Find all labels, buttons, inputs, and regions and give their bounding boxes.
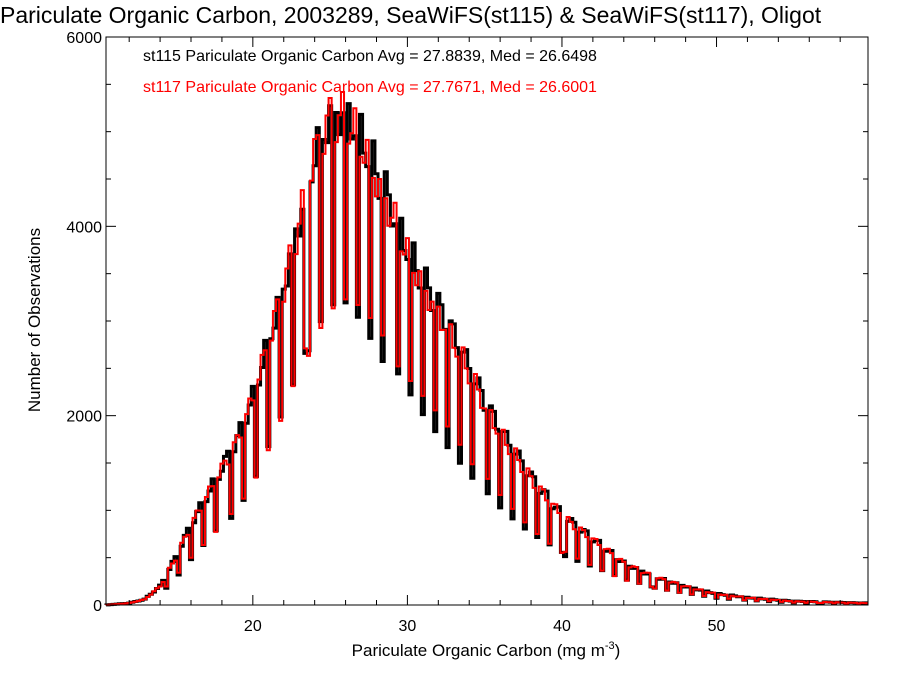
y-axis-label: Number of Observations: [25, 228, 44, 412]
x-axis-label: Pariculate Organic Carbon (mg m-3): [352, 640, 621, 660]
legend-st117: st117 Pariculate Organic Carbon Avg = 27…: [143, 79, 597, 96]
x-tick-label-30: 30: [399, 618, 417, 635]
x-tick-label-50: 50: [708, 618, 726, 635]
series-layer: [104, 90, 868, 607]
y-tick-label-0: 0: [93, 598, 102, 615]
y-tick-label-6000: 6000: [66, 30, 102, 47]
x-tick-label-20: 20: [244, 618, 262, 635]
axis-layer: 20 30 40 50 0 2000 4000 6000: [66, 30, 868, 635]
y-tick-label-2000: 2000: [66, 409, 102, 426]
x-tick-label-40: 40: [553, 618, 571, 635]
series-st115-line: [104, 102, 868, 607]
legend-st115: st115 Pariculate Organic Carbon Avg = 27…: [143, 48, 597, 65]
chart-title: Pariculate Organic Carbon, 2003289, SeaW…: [0, 2, 822, 28]
x-axis-label-superscript: -3: [605, 640, 615, 652]
y-tick-label-4000: 4000: [66, 219, 102, 236]
series-st117-line: [105, 90, 868, 606]
plot-frame: [105, 36, 869, 606]
